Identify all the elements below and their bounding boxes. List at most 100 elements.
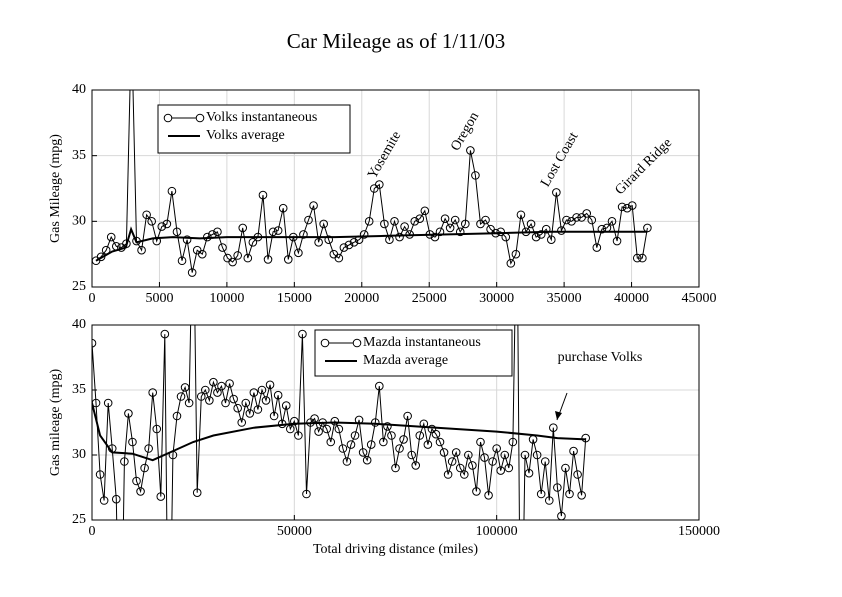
data-point bbox=[334, 253, 344, 263]
data-point bbox=[459, 470, 469, 479]
data-point bbox=[420, 206, 430, 216]
data-point bbox=[269, 411, 279, 421]
data-point bbox=[415, 431, 425, 440]
data-point bbox=[541, 224, 551, 234]
data-point bbox=[350, 431, 360, 440]
data-point bbox=[283, 255, 293, 264]
chart-title: Car Mileage as of 1/11/03 bbox=[287, 29, 506, 53]
data-point bbox=[344, 240, 354, 250]
data-point bbox=[632, 253, 642, 263]
data-point bbox=[184, 398, 194, 408]
data-point bbox=[172, 411, 182, 421]
x-tick-label: 15000 bbox=[277, 291, 312, 306]
data-point bbox=[540, 457, 550, 466]
data-point bbox=[612, 236, 622, 246]
data-point bbox=[445, 223, 455, 233]
data-point bbox=[557, 226, 566, 235]
data-point bbox=[258, 190, 268, 200]
data-point bbox=[607, 217, 617, 226]
data-point bbox=[106, 232, 116, 242]
data-point bbox=[180, 383, 190, 392]
data-point bbox=[205, 396, 214, 405]
data-point bbox=[314, 238, 323, 247]
data-point bbox=[96, 252, 106, 262]
data-point bbox=[209, 377, 218, 387]
data-point bbox=[532, 450, 542, 460]
legend-marker bbox=[352, 338, 362, 348]
data-point bbox=[324, 235, 334, 245]
data-point bbox=[546, 235, 556, 245]
data-point bbox=[451, 448, 461, 457]
data-point bbox=[391, 463, 400, 473]
data-point bbox=[549, 423, 558, 433]
data-point bbox=[627, 201, 637, 210]
y-tick-label: 40 bbox=[72, 317, 86, 332]
data-point bbox=[233, 403, 242, 413]
data-point bbox=[471, 171, 480, 180]
data-point bbox=[132, 476, 141, 486]
x-axis-label: Total driving distance (miles) bbox=[313, 542, 478, 557]
data-point bbox=[375, 180, 384, 189]
data-point bbox=[481, 215, 490, 225]
data-point bbox=[435, 227, 445, 237]
data-point bbox=[339, 243, 349, 252]
data-point bbox=[136, 487, 145, 496]
data-point bbox=[281, 401, 291, 410]
data-point bbox=[553, 483, 562, 492]
data-point bbox=[338, 444, 348, 453]
data-point bbox=[439, 448, 449, 457]
data-point bbox=[0, 207, 4, 215]
data-point bbox=[484, 491, 493, 500]
data-point bbox=[461, 219, 470, 229]
data-point bbox=[237, 418, 247, 427]
data-point bbox=[496, 227, 506, 237]
data-point bbox=[213, 227, 222, 237]
data-point bbox=[366, 440, 376, 449]
data-point bbox=[294, 248, 303, 258]
data-point bbox=[177, 256, 187, 266]
data-point bbox=[488, 457, 497, 466]
data-point bbox=[111, 494, 121, 504]
data-point bbox=[142, 210, 151, 220]
data-point bbox=[201, 385, 210, 395]
x-tick-label: 40000 bbox=[614, 291, 649, 306]
series-line bbox=[92, 325, 587, 520]
data-point bbox=[128, 437, 137, 447]
average-line bbox=[92, 402, 586, 462]
data-point bbox=[160, 329, 170, 339]
legend-label: Mazda instantaneous bbox=[363, 335, 481, 350]
x-tick-label: 150000 bbox=[678, 524, 720, 539]
data-point bbox=[229, 394, 238, 404]
data-point bbox=[304, 215, 313, 225]
annotation: Lost Coast bbox=[538, 130, 581, 190]
data-point bbox=[273, 390, 283, 400]
data-point bbox=[120, 457, 129, 466]
x-tick-label: 45000 bbox=[682, 291, 717, 306]
y-tick-label: 35 bbox=[72, 148, 86, 163]
data-point bbox=[294, 431, 303, 440]
plot-area bbox=[92, 325, 590, 520]
data-point bbox=[524, 468, 534, 478]
data-point bbox=[241, 398, 251, 408]
data-point bbox=[403, 411, 412, 421]
x-tick-label: 30000 bbox=[479, 291, 514, 306]
x-tick-label: 50000 bbox=[277, 524, 312, 539]
annotation: purchase Volks bbox=[558, 350, 643, 365]
data-point bbox=[387, 431, 396, 440]
legend-marker bbox=[320, 338, 330, 348]
data-point bbox=[536, 230, 546, 239]
y-tick-label: 35 bbox=[72, 382, 86, 397]
x-tick-label: 5000 bbox=[145, 291, 173, 306]
data-point bbox=[380, 219, 389, 229]
data-point bbox=[196, 392, 206, 401]
x-tick-label: 25000 bbox=[412, 291, 447, 306]
data-point bbox=[511, 249, 521, 259]
annotation: Girard Ridge bbox=[612, 136, 675, 199]
arrow-head bbox=[555, 411, 562, 420]
data-point bbox=[228, 257, 237, 267]
data-point bbox=[167, 186, 177, 196]
data-point bbox=[573, 470, 582, 479]
data-point bbox=[243, 253, 253, 263]
data-point bbox=[561, 463, 570, 473]
